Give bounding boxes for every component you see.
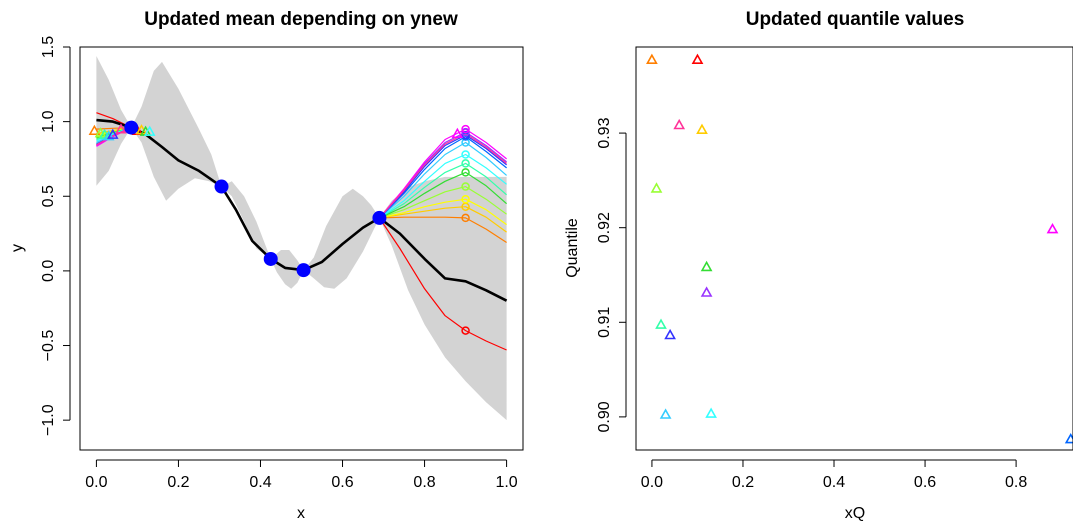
observation-point — [214, 179, 229, 194]
quantile-points — [646, 53, 1073, 444]
observation-point — [372, 210, 387, 225]
x-tick-label: 0.2 — [167, 474, 189, 491]
quantile-triangle-marker — [115, 123, 127, 134]
mean-y-axis: −1.0 −0.5 0.0 0.5 1.0 1.5 — [40, 36, 71, 436]
quantile-point — [705, 407, 717, 418]
x-tick-label: 0.6 — [914, 474, 936, 491]
observation-points — [124, 120, 387, 278]
quantile-triangle-marker — [451, 127, 464, 139]
x-tick-label: 1.0 — [495, 474, 517, 491]
quantile-plot-frame — [635, 46, 1073, 451]
quantile-y-axis-label: Quantile — [564, 218, 581, 278]
quantile-point — [700, 286, 713, 297]
quantile-x-axis: 0.0 0.2 0.4 0.6 0.8 — [641, 459, 1027, 491]
ynew-circle-marker — [461, 124, 470, 134]
quantile-point — [1064, 432, 1073, 444]
quantile-triangle-marker — [107, 128, 119, 139]
mean-lines — [96, 112, 508, 351]
mean-y-axis-label: y — [9, 244, 26, 252]
x-tick-label: 0.2 — [732, 474, 754, 491]
quantile-point — [700, 260, 713, 272]
quantile-panel-title: Updated quantile values — [746, 9, 965, 30]
x-tick-label: 0.0 — [641, 474, 663, 491]
quantile-triangle-marker — [88, 124, 101, 136]
y-tick-label: 1.5 — [40, 36, 57, 58]
quantile-point — [659, 408, 672, 419]
observation-point — [263, 251, 278, 266]
y-tick-label: 1.0 — [40, 110, 57, 132]
y-tick-label: −0.5 — [40, 330, 57, 362]
quantile-point — [655, 318, 667, 329]
ynew-circle-marker — [461, 130, 470, 140]
x-tick-label: 0.4 — [823, 474, 845, 491]
confidence-band-area — [96, 56, 507, 421]
ynew-circle-marker — [461, 159, 470, 168]
kriging-mean-line — [96, 118, 508, 302]
mean-markers — [88, 123, 470, 335]
ynew-circle-marker — [461, 326, 470, 335]
mean-panel-title: Updated mean depending on ynew — [144, 9, 458, 30]
confidence-band — [96, 56, 507, 421]
quantile-point — [673, 118, 686, 130]
ynew-circle-marker — [461, 213, 470, 223]
mean-panel: Updated mean depending on ynew 0.0 0.2 0.4… — [9, 9, 524, 522]
quantile-x-axis-label: xQ — [845, 505, 865, 522]
observation-point — [296, 263, 311, 278]
quantile-triangle-marker — [102, 130, 115, 141]
ynew-circle-marker — [461, 127, 470, 137]
ynew-circle-marker — [461, 168, 470, 177]
quantile-point — [1046, 222, 1059, 234]
x-tick-label: 0.6 — [331, 474, 353, 491]
quantile-point — [646, 53, 658, 65]
ynew-circle-marker — [461, 194, 470, 204]
y-tick-label: −1.0 — [40, 404, 57, 436]
quantile-point — [691, 53, 704, 65]
y-tick-label: 0.90 — [596, 401, 613, 432]
y-tick-label: 0.0 — [40, 260, 57, 282]
quantile-point — [650, 182, 663, 193]
quantile-point — [696, 123, 708, 134]
mean-x-axis: 0.0 0.2 0.4 0.6 0.8 1.0 — [85, 459, 518, 491]
x-tick-label: 0.4 — [249, 474, 271, 491]
ynew-circle-marker — [461, 182, 470, 191]
x-tick-label: 0.8 — [413, 474, 435, 491]
observation-point — [124, 120, 139, 135]
x-tick-label: 0.8 — [1005, 474, 1027, 491]
quantile-y-axis: 0.90 0.91 0.92 0.93 — [596, 117, 627, 432]
x-tick-label: 0.0 — [85, 474, 107, 491]
quantile-triangle-marker — [143, 125, 156, 136]
ynew-circle-marker — [461, 150, 470, 159]
y-tick-label: 0.91 — [596, 307, 613, 338]
y-tick-label: 0.5 — [40, 185, 57, 207]
mean-x-axis-label: x — [297, 505, 305, 522]
quantile-panel: Updated quantile values 0.0 0.2 0.4 0.6 0.8 … — [564, 9, 1073, 522]
y-tick-label: 0.92 — [596, 212, 613, 243]
mean-plot-frame — [79, 46, 524, 451]
y-tick-label: 0.93 — [596, 117, 613, 148]
quantile-point — [664, 328, 676, 340]
